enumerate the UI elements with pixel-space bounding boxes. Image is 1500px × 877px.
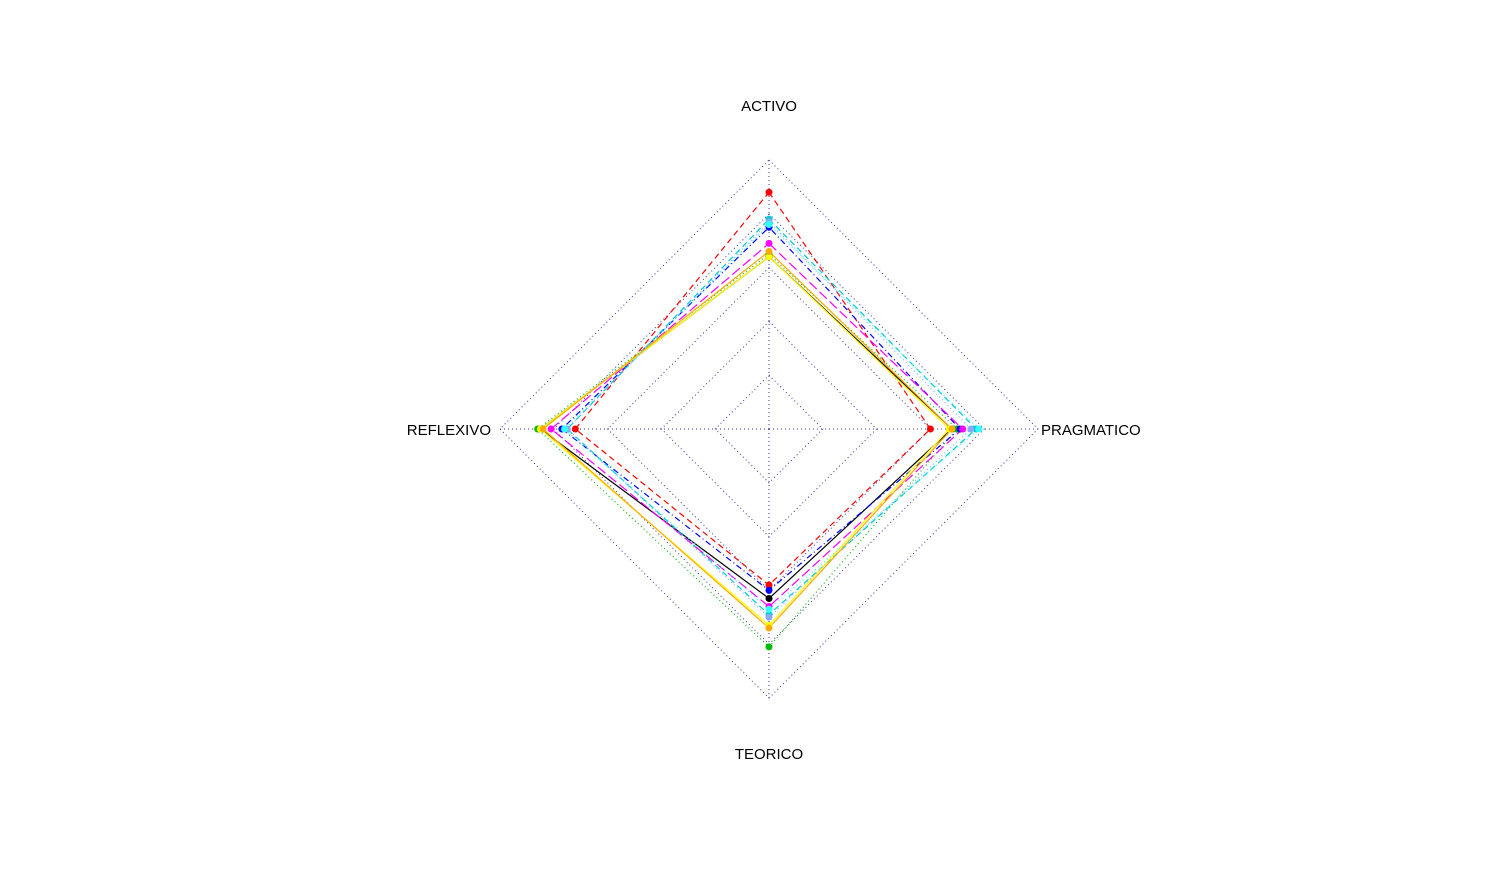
series-line-1 (574, 191, 932, 586)
series-7-point-2 (765, 613, 773, 621)
series-1-point-0 (765, 188, 773, 196)
series-1-point-1 (926, 425, 934, 433)
axis-label-teorico: TEORICO (735, 746, 803, 763)
grid-ring-1 (714, 374, 824, 484)
series-0-point-2 (765, 594, 773, 602)
series-8-point-1 (948, 425, 956, 433)
series-line-9 (563, 223, 980, 611)
series-line-0 (539, 256, 953, 600)
axis-label-reflexivo: REFLEXIVO (407, 422, 491, 439)
series-line-5 (550, 242, 964, 608)
radar-series (534, 188, 983, 651)
series-7-point-1 (967, 425, 975, 433)
series-9-point-1 (975, 425, 983, 433)
series-line-4 (566, 218, 977, 616)
series-1-point-3 (571, 425, 579, 433)
series-3-point-2 (765, 586, 773, 594)
series-1-point-2 (765, 581, 773, 589)
series-line-2 (536, 253, 959, 648)
series-8-point-0 (765, 247, 773, 255)
series-9-point-2 (765, 605, 773, 613)
series-8-point-3 (539, 425, 547, 433)
axis-label-pragmatico: PRAGMATICO (1041, 422, 1141, 439)
series-line-3 (560, 226, 961, 592)
axis-label-activo: ACTIVO (741, 98, 797, 115)
series-line-7 (566, 221, 972, 619)
series-5-point-0 (765, 239, 773, 247)
series-line-6 (539, 256, 951, 627)
series-8-point-2 (765, 624, 773, 632)
series-9-point-0 (765, 221, 773, 229)
grid-ring-2 (660, 320, 878, 538)
series-5-point-3 (547, 425, 555, 433)
series-6-point-0 (765, 253, 773, 261)
series-line-8 (542, 250, 953, 629)
axis-labels: ACTIVO PRAGMATICO TEORICO REFLEXIVO (407, 98, 1141, 763)
series-9-point-3 (561, 425, 569, 433)
series-5-point-1 (959, 425, 967, 433)
series-2-point-2 (765, 643, 773, 651)
